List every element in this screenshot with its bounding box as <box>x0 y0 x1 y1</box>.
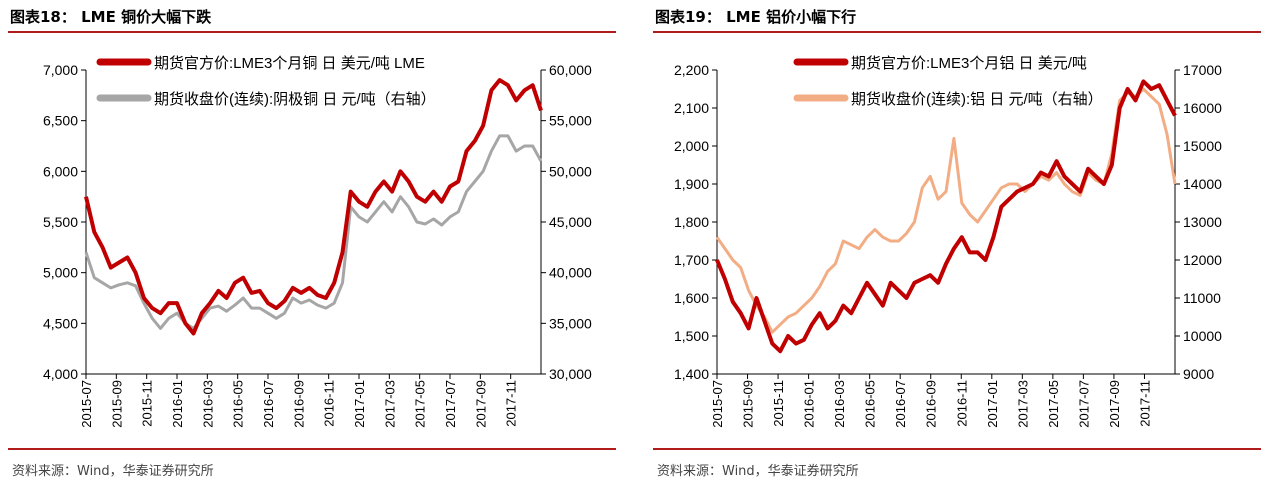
y-right-tick-label: 50,000 <box>549 163 592 179</box>
y-right-tick-label: 14000 <box>1183 176 1222 192</box>
figure-label: 图表19： <box>655 8 721 26</box>
x-tick-label: 2016-01 <box>170 380 185 428</box>
y-left-tick-label: 1,900 <box>674 176 709 192</box>
figure-title: LME 铜价大幅下跌 <box>81 8 212 26</box>
title-rule <box>653 31 1261 33</box>
y-right-tick-label: 45,000 <box>549 214 592 230</box>
x-tick-label: 2017-07 <box>1076 380 1091 428</box>
source-rule <box>8 448 616 450</box>
x-tick-label: 2016-07 <box>261 380 276 428</box>
x-tick-label: 2016-01 <box>802 380 817 428</box>
x-tick-label: 2017-11 <box>504 380 519 427</box>
y-left-tick-label: 4,500 <box>43 315 78 331</box>
y-right-tick-label: 35,000 <box>549 315 592 331</box>
y-left-tick-label: 5,500 <box>43 214 78 230</box>
y-right-tick-label: 15000 <box>1183 138 1222 154</box>
y-right-tick-label: 10000 <box>1183 328 1222 344</box>
y-left-tick-label: 5,000 <box>43 265 78 281</box>
y-right-tick-label: 55,000 <box>549 113 592 129</box>
chart-title: 图表19： LME 铝价小幅下行 <box>655 6 856 27</box>
x-tick-label: 2016-09 <box>291 380 306 428</box>
legend-label-0: 期货官方价:LME3个月铝 日 美元/吨 <box>851 55 1087 72</box>
legend-label-1: 期货收盘价(连续):阴极铜 日 元/吨（右轴） <box>154 90 436 108</box>
x-tick-label: 2017-05 <box>1046 380 1061 428</box>
x-tick-label: 2016-11 <box>322 380 337 427</box>
x-tick-label: 2017-03 <box>382 380 397 428</box>
x-tick-label: 2017-07 <box>443 380 458 428</box>
x-tick-label: 2015-09 <box>109 380 124 428</box>
y-left-tick-label: 7,000 <box>43 62 78 78</box>
x-tick-label: 2016-05 <box>231 380 246 428</box>
x-tick-label: 2016-05 <box>863 380 878 428</box>
chart-title: 图表18： LME 铜价大幅下跌 <box>10 6 211 27</box>
y-right-tick-label: 60,000 <box>549 62 592 78</box>
x-tick-label: 2017-11 <box>1137 380 1152 427</box>
y-right-tick-label: 30,000 <box>549 366 592 382</box>
legend-label-0: 期货官方价:LME3个月铜 日 美元/吨 LME <box>154 55 425 72</box>
y-right-tick-label: 17000 <box>1183 62 1222 78</box>
legend-label-1: 期货收盘价(连续):铝 日 元/吨（右轴） <box>851 90 1103 108</box>
y-left-tick-label: 6,500 <box>43 113 78 129</box>
source-rule <box>653 448 1261 450</box>
y-right-tick-label: 11000 <box>1183 290 1221 306</box>
y-left-tick-label: 1,500 <box>674 328 709 344</box>
figure-label: 图表18： <box>10 8 76 26</box>
y-right-tick-label: 9000 <box>1183 366 1214 382</box>
x-tick-label: 2017-01 <box>352 380 367 428</box>
y-right-tick-label: 40,000 <box>549 265 592 281</box>
y-left-tick-label: 6,000 <box>43 163 78 179</box>
x-tick-label: 2017-09 <box>1107 380 1122 428</box>
figure-title: LME 铝价小幅下行 <box>726 8 857 26</box>
x-tick-label: 2015-11 <box>771 380 786 427</box>
x-tick-label: 2017-03 <box>1015 380 1030 428</box>
copper-chart-panel: 图表18： LME 铜价大幅下跌 4,000 4,500 5,000 5,500 6,0… <box>0 0 620 485</box>
y-right-tick-label: 12000 <box>1183 252 1222 268</box>
x-tick-label: 2016-07 <box>893 380 908 428</box>
series-line-1 <box>715 87 1177 334</box>
x-tick-label: 2016-09 <box>924 380 939 428</box>
x-tick-label: 2016-11 <box>954 380 969 427</box>
series-line-0 <box>715 79 1177 354</box>
y-left-tick-label: 4,000 <box>43 366 78 382</box>
aluminum-chart-panel: 图表19： LME 铝价小幅下行 1,400 1,500 1,600 1,700 1,8… <box>645 0 1265 485</box>
y-left-tick-label: 2,100 <box>674 100 709 116</box>
x-tick-label: 2015-07 <box>710 380 725 428</box>
aluminum-price-chart: 1,400 1,500 1,600 1,700 1,800 1,900 2,000 2,100… <box>674 55 1222 428</box>
y-left-tick-label: 1,600 <box>674 290 709 306</box>
y-left-tick-label: 1,400 <box>674 366 709 382</box>
x-tick-label: 2017-01 <box>985 380 1000 428</box>
y-left-tick-label: 1,800 <box>674 214 709 230</box>
y-right-tick-label: 13000 <box>1183 214 1222 230</box>
series-line-0 <box>84 78 543 336</box>
y-left-tick-label: 2,200 <box>674 62 709 78</box>
x-tick-label: 2015-07 <box>79 380 94 428</box>
source-note: 资料来源：Wind，华泰证券研究所 <box>12 464 214 479</box>
source-note: 资料来源：Wind，华泰证券研究所 <box>657 464 859 479</box>
title-rule <box>8 31 616 33</box>
series-line-1 <box>84 134 543 330</box>
x-tick-label: 2015-11 <box>140 380 155 427</box>
x-tick-label: 2017-09 <box>473 380 488 428</box>
x-tick-label: 2016-03 <box>200 380 215 428</box>
y-right-tick-label: 16000 <box>1183 100 1222 116</box>
y-left-tick-label: 2,000 <box>674 138 709 154</box>
y-left-tick-label: 1,700 <box>674 252 709 268</box>
x-tick-label: 2016-03 <box>832 380 847 428</box>
copper-price-chart: 4,000 4,500 5,000 5,500 6,000 6,500 7,000 30,00… <box>43 55 592 428</box>
x-tick-label: 2015-09 <box>741 380 756 428</box>
x-tick-label: 2017-05 <box>413 380 428 428</box>
